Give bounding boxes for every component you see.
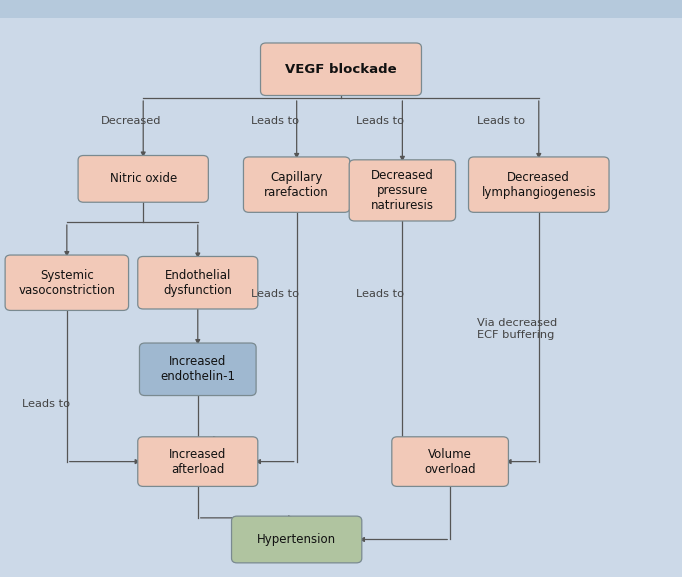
FancyBboxPatch shape	[469, 157, 609, 212]
Text: Leads to: Leads to	[251, 116, 299, 126]
FancyBboxPatch shape	[349, 160, 456, 221]
FancyBboxPatch shape	[5, 255, 128, 310]
Text: Decreased
lymphangiogenesis: Decreased lymphangiogenesis	[481, 171, 596, 198]
Text: Volume
overload: Volume overload	[424, 448, 476, 475]
FancyBboxPatch shape	[243, 157, 350, 212]
Text: Nitric oxide: Nitric oxide	[110, 173, 177, 185]
Text: Leads to: Leads to	[477, 116, 526, 126]
Text: Leads to: Leads to	[356, 289, 404, 299]
Text: VEGF blockade: VEGF blockade	[285, 63, 397, 76]
FancyBboxPatch shape	[139, 343, 256, 396]
Text: Leads to: Leads to	[251, 289, 299, 299]
FancyBboxPatch shape	[261, 43, 421, 95]
Text: Capillary
rarefaction: Capillary rarefaction	[265, 171, 329, 198]
FancyBboxPatch shape	[0, 0, 682, 18]
FancyBboxPatch shape	[138, 437, 258, 486]
Text: Increased
afterload: Increased afterload	[169, 448, 226, 475]
FancyBboxPatch shape	[138, 256, 258, 309]
Text: Systemic
vasoconstriction: Systemic vasoconstriction	[18, 269, 115, 297]
Text: Hypertension: Hypertension	[257, 533, 336, 546]
FancyBboxPatch shape	[391, 437, 509, 486]
FancyBboxPatch shape	[232, 516, 361, 563]
FancyBboxPatch shape	[78, 156, 209, 203]
Text: Via decreased
ECF buffering: Via decreased ECF buffering	[477, 318, 558, 340]
Text: Leads to: Leads to	[22, 399, 70, 409]
Text: Leads to: Leads to	[356, 116, 404, 126]
Text: Endothelial
dysfunction: Endothelial dysfunction	[164, 269, 232, 297]
Text: Decreased: Decreased	[101, 116, 162, 126]
Text: Increased
endothelin-1: Increased endothelin-1	[160, 355, 235, 383]
Text: Decreased
pressure
natriuresis: Decreased pressure natriuresis	[371, 169, 434, 212]
